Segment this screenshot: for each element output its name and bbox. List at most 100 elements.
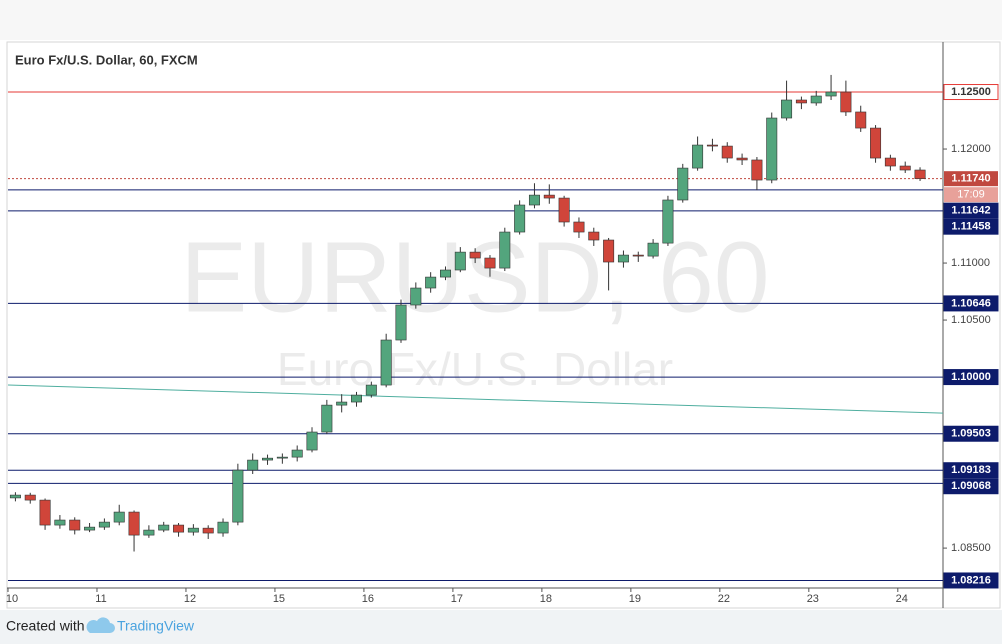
candle-body [380,339,392,386]
candle-body [232,469,244,523]
brand-logo [86,617,115,633]
candle-body [795,99,807,104]
level-label: 1.09183 [951,464,991,476]
candle-body [721,145,733,159]
level-label: 1.09503 [951,428,991,440]
candle-body [870,127,882,159]
y-tick-label: 1.08500 [951,542,991,554]
candle-body [351,394,362,403]
trend-line [7,384,944,414]
candle-body [647,242,659,257]
level-label: 1.10646 [951,297,991,309]
x-tick-label: 17 [451,593,463,605]
candle-body [39,499,51,526]
candle-body [425,276,437,289]
level-box [943,202,999,219]
candle-body [291,449,303,458]
candle-body [810,95,822,104]
candle-body [54,519,66,526]
countdown-box [944,187,998,203]
level-box [943,462,999,479]
level-label: 1.08216 [951,574,991,586]
footer-bar [0,610,1002,644]
candle-body [321,404,333,433]
candle-body [706,144,718,147]
level-box [943,572,999,589]
candle-body [143,529,155,536]
y-tick-label: 1.12000 [951,143,991,155]
candle-body [365,384,377,396]
candle-body [98,521,110,528]
x-tick-label: 16 [362,593,374,605]
candle-body [766,117,778,181]
current-price-label: 1.11740 [951,173,990,185]
level-label: 1.12500 [951,86,991,98]
footer-brand[interactable]: TradingView [117,618,195,634]
candle-body [692,144,704,169]
candle-body [410,287,422,306]
candle-body [187,527,199,533]
x-tick-label: 15 [273,593,285,605]
candle-body [336,401,348,406]
current-price-box [944,171,998,187]
watermark: EURUSD, 60 [180,221,769,333]
candle-body [306,431,318,451]
candle-body [173,524,185,533]
candle-body [781,99,793,119]
level-box [943,84,999,101]
x-tick-label: 18 [540,593,552,605]
candle-body [158,524,170,531]
level-label: 1.11458 [951,221,990,233]
candle-body [469,251,481,259]
level-label: 1.09068 [951,480,991,492]
candle-body [276,456,288,459]
candle-body [24,494,36,501]
level-label: 1.10000 [951,371,991,383]
candle-body [439,269,451,278]
level-box [943,218,999,235]
countdown-label: 17:09 [957,189,985,201]
candle-body [113,511,125,523]
level-box [943,295,999,312]
candle-body [202,527,214,534]
candle-body [617,254,629,263]
x-tick-label: 10 [6,593,18,605]
level-box [943,478,999,495]
y-tick-label: 1.10500 [951,314,991,326]
candle-body [662,199,674,244]
candle-body [751,159,763,181]
candle-body [677,167,689,201]
watermark-subtitle: Euro Fx/U.S. Dollar [277,343,673,395]
candle-body [543,194,555,199]
candle-body [914,169,926,179]
top-bar [0,0,1002,40]
candle-body [573,221,585,233]
x-tick-label: 12 [184,593,196,605]
candle-body [899,165,911,171]
level-box [943,425,999,442]
candle-body [840,91,852,113]
level-box [943,369,999,386]
chart-title: Euro Fx/U.S. Dollar, 60, FXCM [15,52,198,67]
x-tick-label: 19 [629,593,641,605]
candle-body [247,459,259,471]
candle-body [825,91,837,97]
candle-body [588,231,600,241]
candle-body [499,231,511,269]
x-tick-label: 11 [95,593,106,605]
candle-body [128,511,140,536]
x-tick-label: 24 [896,593,908,605]
candle-body [632,254,644,257]
candle-body [736,157,748,161]
candle-body [69,519,81,531]
x-tick-label: 23 [807,593,819,605]
candle-body [514,204,526,233]
candle-body [262,457,274,461]
y-tick-label: 1.11000 [951,257,990,269]
candle-body [603,239,615,263]
candle-body [395,304,407,341]
candle-body [558,197,570,223]
candle-body [484,257,496,269]
